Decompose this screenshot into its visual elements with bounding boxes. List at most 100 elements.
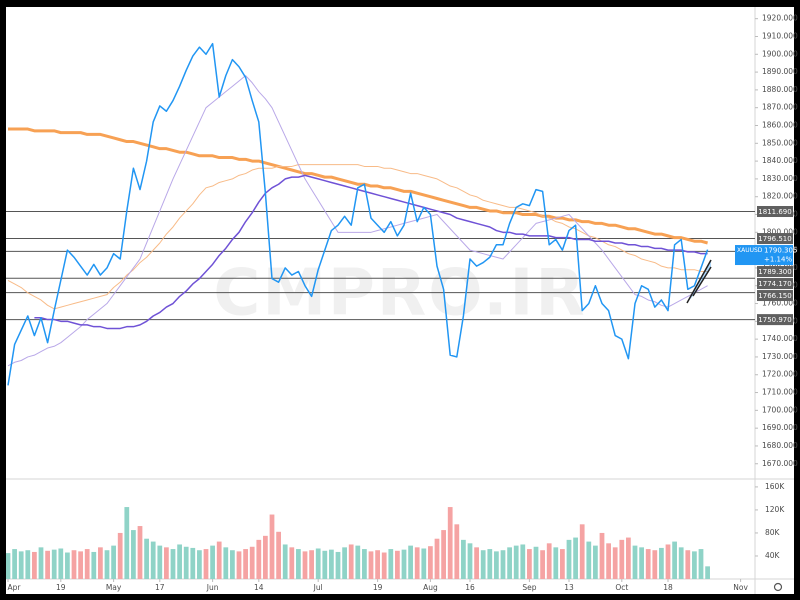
volume-bar [223, 547, 229, 579]
y-tick-label: 1690.000 [762, 423, 798, 432]
volume-bar [309, 550, 314, 579]
watermark: CMPRO.IR [213, 257, 586, 331]
volume-bar [579, 524, 585, 579]
volume-bar [434, 538, 440, 579]
volume-bar [494, 551, 499, 579]
volume-bar [236, 551, 242, 579]
volume-bar [315, 548, 321, 579]
volume-bar [58, 548, 64, 579]
y-tick-label: 1730.000 [762, 352, 798, 361]
x-tick-label: Aug [423, 583, 438, 592]
series-line [7, 164, 708, 310]
series-line [8, 127, 708, 245]
volume-bar [626, 537, 631, 579]
price-label-symbol: XAUUSD [737, 247, 763, 254]
volume-bar [348, 544, 354, 579]
y-tick-label: 1920.000 [762, 14, 798, 23]
volume-bar [678, 547, 684, 579]
volume-bar [500, 550, 506, 579]
x-tick-label: Jul [313, 583, 323, 592]
y-tick-label: 1800.000 [762, 227, 798, 236]
channel-line [686, 259, 712, 304]
volume-bar [480, 550, 486, 579]
volume-bar [263, 535, 268, 579]
y-tick-label: 1760.000 [762, 299, 798, 308]
volume-bar [144, 538, 149, 579]
volume-bar [150, 541, 156, 579]
volume-bar [335, 551, 341, 579]
volume-bar [157, 545, 163, 579]
volume-bar [652, 550, 658, 579]
volume-bar [164, 547, 169, 579]
volume-bar [249, 546, 255, 579]
volume-bar [467, 543, 473, 579]
volume-bar [705, 566, 710, 579]
volume-bar [645, 549, 651, 579]
volume-bar [322, 550, 328, 579]
volume-tick-label: 160K [765, 482, 785, 491]
y-tick-label: 1860.000 [762, 121, 798, 130]
level-label: 1811.690 [758, 208, 791, 216]
volume-bar [401, 549, 407, 579]
volume-bar [117, 532, 123, 579]
volume-bar [355, 545, 361, 579]
level-label: 1774.170 [758, 280, 791, 288]
volume-bar [593, 545, 598, 579]
volume-bar [441, 530, 446, 579]
volume-bar [507, 547, 512, 579]
volume-bar [408, 545, 413, 579]
volume-bar [527, 549, 532, 579]
drawing-channel [686, 259, 712, 304]
volume-bar [461, 539, 466, 579]
volume-bar [362, 549, 367, 579]
y-tick-label: 1870.000 [762, 103, 798, 112]
volume-bar [659, 547, 664, 579]
volume-bar [381, 552, 387, 579]
volume-bar [302, 551, 308, 579]
volume-bar [513, 545, 519, 579]
volume-bar [599, 532, 605, 579]
volume-bar [692, 551, 697, 579]
volume-bar [487, 549, 493, 579]
volume-bar [395, 550, 400, 579]
y-tick-label: 1900.000 [762, 49, 798, 58]
volume-bar [25, 550, 31, 579]
volume-bar [6, 553, 11, 579]
chart-background [6, 7, 794, 594]
price-label-box [735, 245, 793, 266]
y-tick-label: 1890.000 [762, 67, 798, 76]
settings-gear[interactable] [773, 582, 783, 592]
volume-bar [375, 550, 380, 579]
x-tick-label: 13 [564, 583, 574, 592]
level-label: 1750.970 [758, 316, 791, 324]
y-tick-label: 1880.000 [762, 85, 798, 94]
volume-bar [388, 549, 394, 579]
x-tick-label: 18 [663, 583, 673, 592]
x-tick-label: 17 [155, 583, 165, 592]
level-label-box [757, 266, 793, 278]
volume-bar [540, 550, 545, 579]
volume-bar [78, 551, 83, 579]
volume-bar [632, 545, 638, 579]
volume-bar [586, 541, 592, 579]
x-tick-label: Nov [733, 583, 748, 592]
volume-bar [177, 544, 182, 579]
volume-bar [606, 543, 611, 579]
x-tick-label: 16 [465, 583, 475, 592]
volume-bar [276, 531, 281, 579]
y-tick-label: 1720.000 [762, 370, 798, 379]
settings-icon[interactable] [773, 582, 783, 592]
volume-bar [639, 547, 644, 579]
series-line [34, 174, 708, 330]
volume-bar [573, 537, 578, 579]
price-label-change: +1.14% [764, 256, 792, 264]
price-label-value: 1790.305 [764, 247, 797, 255]
volume-bar [612, 547, 618, 579]
volume-bar [533, 546, 539, 579]
volume-bar [18, 551, 24, 579]
volume-bar [447, 507, 453, 579]
volume-bar [520, 544, 526, 579]
volume-bar [111, 545, 116, 579]
